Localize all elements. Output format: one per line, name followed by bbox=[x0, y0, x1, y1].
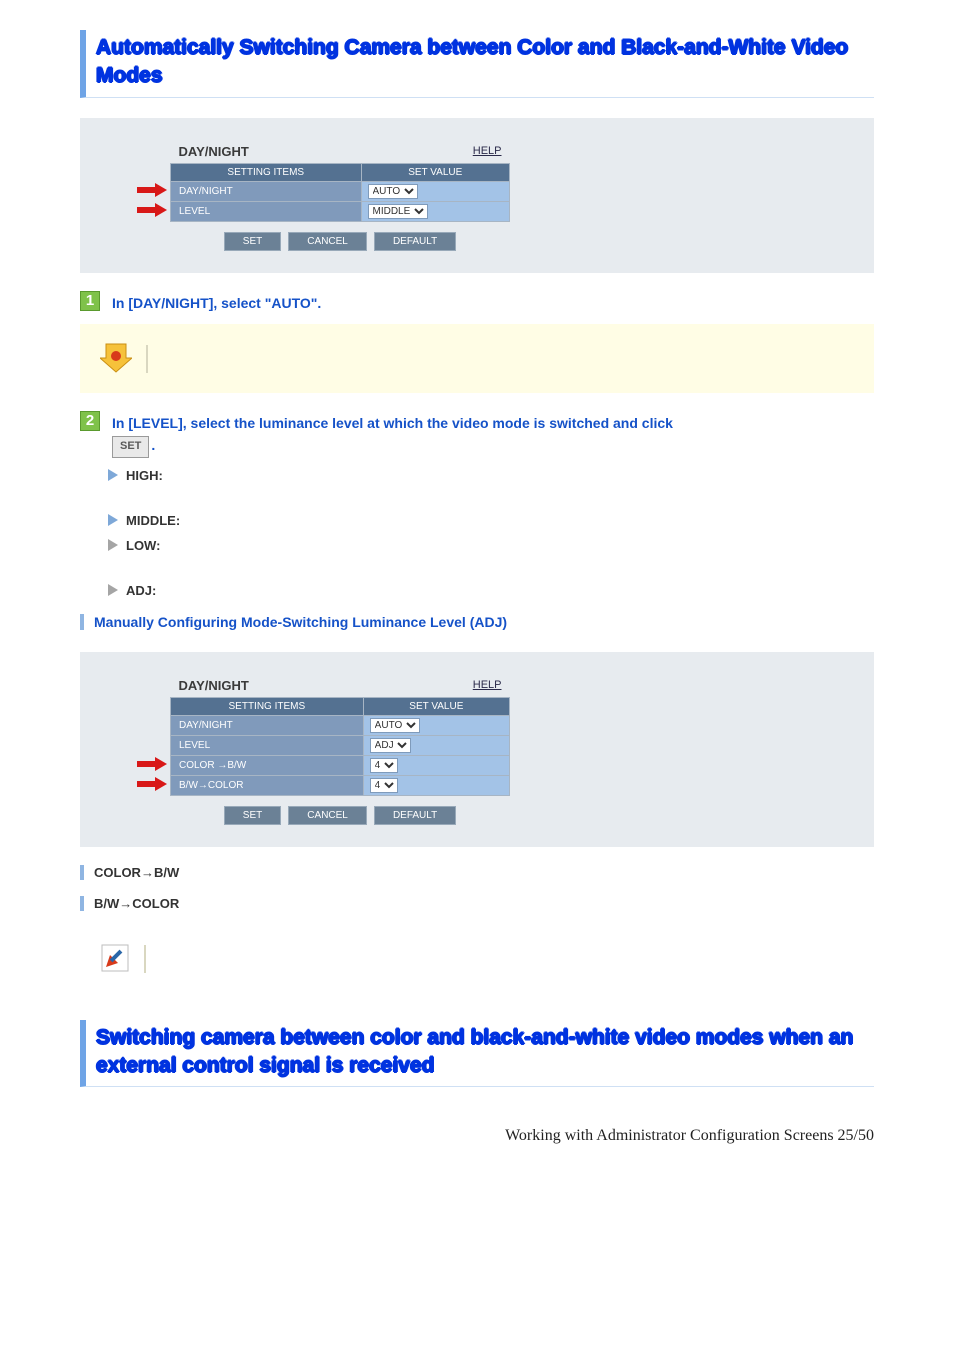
default-button[interactable]: DEFAULT bbox=[374, 806, 456, 825]
bw-color-select[interactable]: 4 bbox=[370, 778, 398, 793]
section-heading-text: Switching camera between color and black… bbox=[96, 1024, 874, 1081]
panel-title: DAY/NIGHT bbox=[171, 140, 362, 164]
warning-arrow-icon bbox=[100, 340, 132, 377]
step-number: 1 bbox=[80, 291, 100, 311]
help-link[interactable]: HELP bbox=[363, 674, 509, 698]
row-daynight-label: DAY/NIGHT bbox=[171, 715, 364, 735]
col-set-value: SET VALUE bbox=[363, 697, 509, 715]
daynight-select[interactable]: AUTO bbox=[368, 184, 418, 199]
row-level-label: LEVEL bbox=[171, 201, 362, 221]
step-2: 2 In [LEVEL], select the luminance level… bbox=[80, 411, 874, 457]
note-box bbox=[80, 324, 874, 393]
row-color-bw-label: COLOR →B/W bbox=[171, 755, 364, 775]
daynight-select[interactable]: AUTO bbox=[370, 718, 420, 733]
cancel-button[interactable]: CANCEL bbox=[288, 232, 367, 251]
row-label-text: LEVEL bbox=[179, 206, 210, 217]
row-daynight-value: AUTO bbox=[361, 181, 510, 201]
section-heading-auto-switch: Automatically Switching Camera between C… bbox=[80, 30, 874, 98]
row-label-text: DAY/NIGHT bbox=[179, 720, 233, 731]
level-select[interactable]: MIDDLE bbox=[368, 204, 428, 219]
row-level-value: MIDDLE bbox=[361, 201, 510, 221]
panel-title: DAY/NIGHT bbox=[171, 674, 364, 698]
row-level-label: LEVEL bbox=[171, 735, 364, 755]
daynight-adj-table: DAY/NIGHT HELP SETTING ITEMS SET VALUE D… bbox=[170, 674, 510, 825]
step-1: 1 In [DAY/NIGHT], select "AUTO". bbox=[80, 291, 874, 314]
step-2-text-b: . bbox=[151, 437, 155, 453]
col-setting-items: SETTING ITEMS bbox=[171, 697, 364, 715]
row-daynight-value: AUTO bbox=[363, 715, 509, 735]
subheading-adj: Manually Configuring Mode-Switching Lumi… bbox=[80, 614, 874, 630]
pencil-note bbox=[80, 927, 874, 992]
row-color-bw-value: 4 bbox=[363, 755, 509, 775]
arrow-icon bbox=[137, 757, 167, 771]
arrow-icon bbox=[137, 203, 167, 217]
bullet-adj-label: ADJ: bbox=[126, 583, 156, 598]
set-button[interactable]: SET bbox=[224, 806, 281, 825]
divider bbox=[146, 345, 148, 373]
default-button[interactable]: DEFAULT bbox=[374, 232, 456, 251]
step-2-text-a: In [LEVEL], select the luminance level a… bbox=[112, 415, 673, 431]
inline-set-button: SET bbox=[112, 436, 149, 458]
bullet-icon bbox=[108, 584, 118, 596]
col-setting-items: SETTING ITEMS bbox=[171, 163, 362, 181]
row-label-text: DAY/NIGHT bbox=[179, 186, 233, 197]
bullet-middle: MIDDLE: bbox=[108, 513, 874, 528]
col-set-value: SET VALUE bbox=[361, 163, 510, 181]
row-daynight-label: DAY/NIGHT bbox=[171, 181, 362, 201]
pencil-icon bbox=[100, 943, 130, 976]
bullet-low: LOW: bbox=[108, 538, 874, 553]
level-select[interactable]: ADJ bbox=[370, 738, 411, 753]
section-heading-external-signal: Switching camera between color and black… bbox=[80, 1020, 874, 1088]
bullet-middle-label: MIDDLE: bbox=[126, 513, 180, 528]
sub-color-bw: COLOR→B/W bbox=[80, 865, 874, 880]
sub-bw-color: B/W→COLOR bbox=[80, 896, 874, 911]
help-link[interactable]: HELP bbox=[361, 140, 510, 164]
color-bw-select[interactable]: 4 bbox=[370, 758, 398, 773]
bullet-adj: ADJ: bbox=[108, 583, 874, 598]
section-heading-text: Automatically Switching Camera between C… bbox=[96, 34, 874, 91]
panel-daynight-basic: DAY/NIGHT HELP SETTING ITEMS SET VALUE D… bbox=[80, 118, 874, 273]
row-level-value: ADJ bbox=[363, 735, 509, 755]
step-number: 2 bbox=[80, 411, 100, 431]
daynight-table: DAY/NIGHT HELP SETTING ITEMS SET VALUE D… bbox=[170, 140, 510, 251]
bullet-icon bbox=[108, 514, 118, 526]
bullet-icon bbox=[108, 469, 118, 481]
step-1-text: In [DAY/NIGHT], select "AUTO". bbox=[112, 291, 321, 314]
bullet-high: HIGH: bbox=[108, 468, 874, 483]
row-label-text: LEVEL bbox=[179, 740, 210, 751]
row-label-text: B/W→COLOR bbox=[179, 780, 243, 791]
divider bbox=[144, 945, 146, 973]
step-2-text: In [LEVEL], select the luminance level a… bbox=[112, 411, 673, 457]
arrow-icon bbox=[137, 777, 167, 791]
cancel-button[interactable]: CANCEL bbox=[288, 806, 367, 825]
arrow-icon bbox=[137, 183, 167, 197]
row-bw-color-value: 4 bbox=[363, 775, 509, 795]
page-footer: Working with Administrator Configuration… bbox=[80, 1127, 874, 1145]
bullet-low-label: LOW: bbox=[126, 538, 160, 553]
bullet-icon bbox=[108, 539, 118, 551]
bullet-high-label: HIGH: bbox=[126, 468, 163, 483]
row-bw-color-label: B/W→COLOR bbox=[171, 775, 364, 795]
row-label-text: COLOR →B/W bbox=[179, 760, 246, 771]
panel-daynight-adj: DAY/NIGHT HELP SETTING ITEMS SET VALUE D… bbox=[80, 652, 874, 847]
set-button[interactable]: SET bbox=[224, 232, 281, 251]
